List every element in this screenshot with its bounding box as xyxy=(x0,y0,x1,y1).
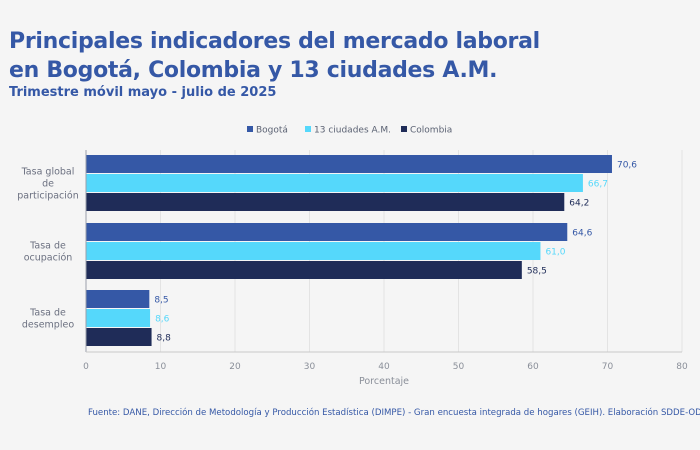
x-tick-label: 30 xyxy=(304,362,316,372)
x-tick-label: 0 xyxy=(83,362,89,372)
legend-label: Bogotá xyxy=(256,126,288,136)
source-note: Fuente: DANE, Dirección de Metodología y… xyxy=(88,408,700,418)
bar xyxy=(86,290,150,308)
bar xyxy=(86,155,612,173)
legend-label: 13 ciudades A.M. xyxy=(314,126,391,136)
data-label: 61,0 xyxy=(545,248,565,258)
bar xyxy=(86,242,541,260)
x-axis: 0 10 20 30 40 50 60 70 80 Porcentaje xyxy=(83,150,688,387)
data-label: 64,6 xyxy=(572,229,592,239)
data-label: 8,6 xyxy=(155,315,170,325)
bar xyxy=(86,193,565,211)
bar xyxy=(86,261,522,279)
x-tick-label: 50 xyxy=(453,362,465,372)
chart-subtitle: Trimestre móvil mayo - julio de 2025 xyxy=(9,85,277,100)
bar xyxy=(86,223,568,241)
category-labels: Tasa global de participación Tasa de ocupaci… xyxy=(17,167,79,331)
x-tick-label: 20 xyxy=(229,362,241,372)
x-tick-label: 70 xyxy=(602,362,614,372)
x-tick-label: 60 xyxy=(527,362,539,372)
category-label: Tasa global de participación xyxy=(17,167,79,202)
category-label: Tasa de ocupación xyxy=(24,241,73,264)
value-labels: 70,6 64,6 8,5 66,7 61,0 8,6 64,2 58,5 8,8 xyxy=(154,161,637,344)
data-label: 70,6 xyxy=(617,161,637,171)
x-axis-title: Porcentaje xyxy=(359,376,409,387)
legend: Bogotá 13 ciudades A.M. Colombia xyxy=(247,126,452,136)
category-label: Tasa de desempleo xyxy=(22,308,74,331)
x-tick-label: 10 xyxy=(155,362,167,372)
bar xyxy=(86,174,583,192)
x-tick-label: 80 xyxy=(676,362,688,372)
bars xyxy=(86,155,612,346)
data-label: 64,2 xyxy=(569,199,589,209)
legend-swatch xyxy=(305,126,311,132)
bar xyxy=(86,328,152,346)
legend-swatch xyxy=(247,126,253,132)
data-label: 8,8 xyxy=(157,334,172,344)
data-label: 8,5 xyxy=(154,296,168,306)
x-tick-label: 40 xyxy=(378,362,390,372)
bar xyxy=(86,309,151,327)
chart-title: Principales indicadores del mercado labo… xyxy=(9,29,540,83)
legend-label: Colombia xyxy=(410,126,452,136)
data-label: 58,5 xyxy=(527,267,547,277)
legend-swatch xyxy=(401,126,407,132)
data-label: 66,7 xyxy=(588,180,608,190)
